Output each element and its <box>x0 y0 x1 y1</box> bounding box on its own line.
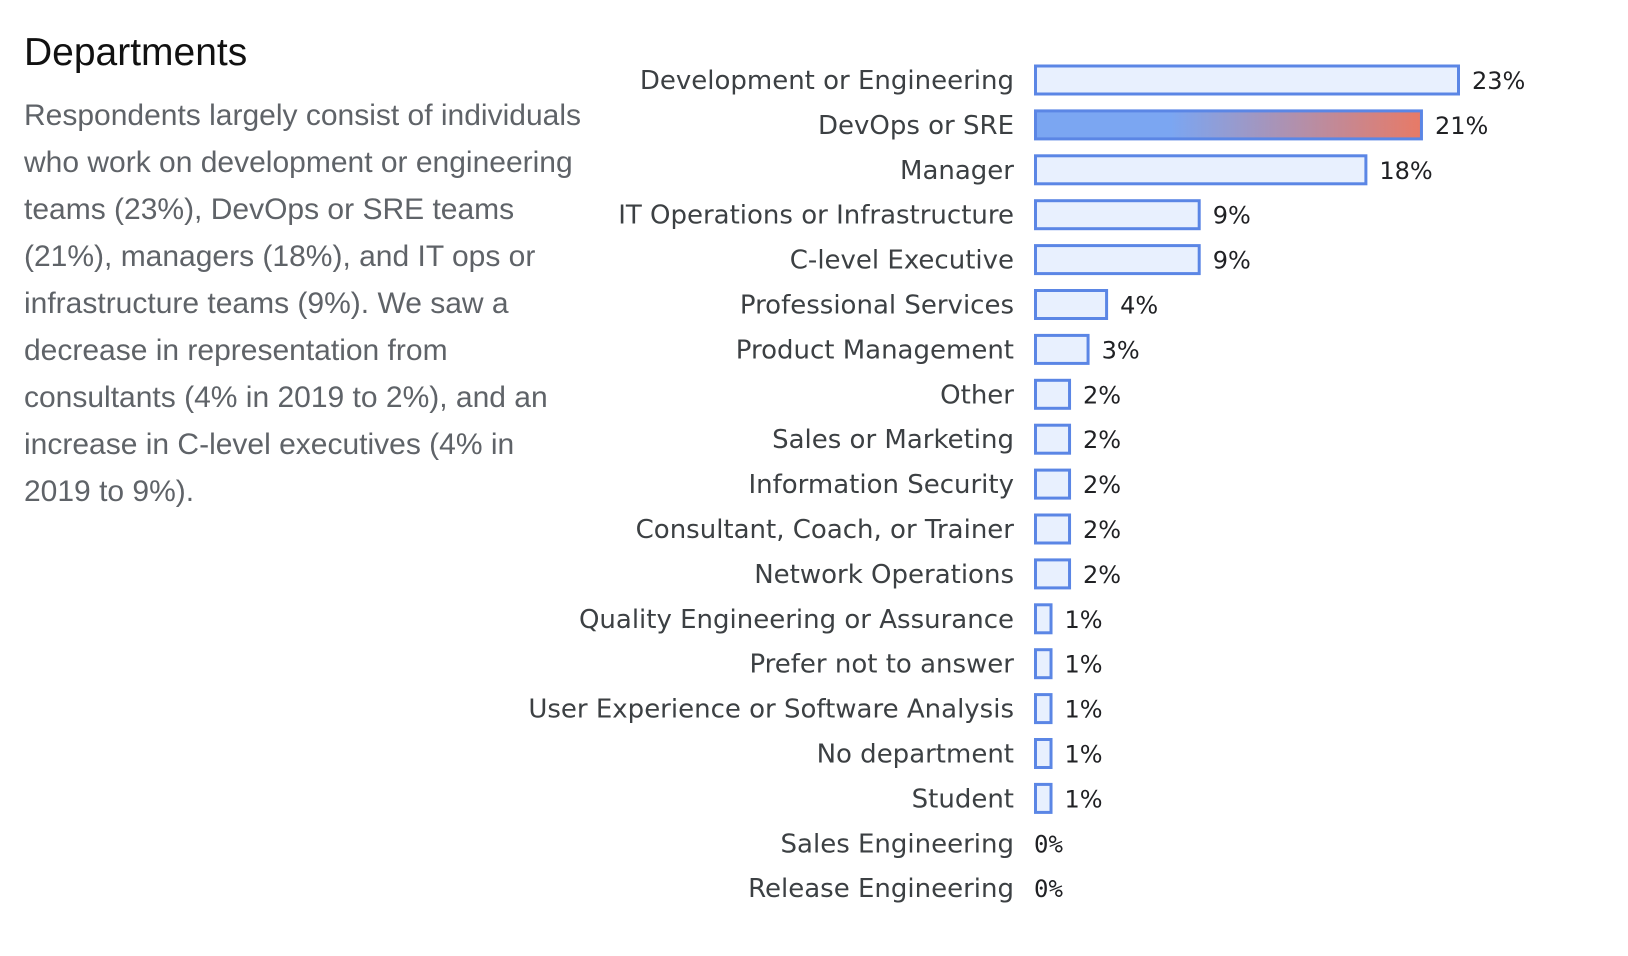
value-label: 2% <box>1083 426 1121 454</box>
bar <box>1034 289 1109 320</box>
bar <box>1034 154 1368 186</box>
value-label: 2% <box>1083 516 1121 544</box>
category-label: Professional Services <box>740 291 1014 321</box>
bar <box>1034 648 1053 680</box>
value-label: 2% <box>1083 561 1121 589</box>
bar <box>1034 513 1072 545</box>
category-label: Prefer not to answer <box>749 650 1014 680</box>
departments-bar-chart: Development or Engineering 23% DevOps or S… <box>528 60 1628 956</box>
bar <box>1034 423 1072 455</box>
category-label: Manager <box>900 156 1014 186</box>
bar <box>1034 109 1423 141</box>
value-label: 9% <box>1213 247 1251 275</box>
category-label: Student <box>912 784 1014 814</box>
value-label: 1% <box>1065 651 1103 679</box>
bar <box>1034 558 1072 590</box>
bar <box>1034 244 1201 276</box>
category-label: No department <box>817 740 1014 770</box>
section-description: Respondents largely consist of individua… <box>24 99 581 508</box>
value-label: 21% <box>1435 112 1488 140</box>
category-label: Other <box>940 380 1014 410</box>
bar <box>1034 378 1072 410</box>
category-label: Network Operations <box>754 560 1014 590</box>
category-label: Sales Engineering <box>781 829 1014 859</box>
chart-canvas: Development or Engineering 23% DevOps or S… <box>528 64 1525 904</box>
category-label: Sales or Marketing <box>772 425 1014 455</box>
bar <box>1034 64 1460 96</box>
bar <box>1034 782 1053 814</box>
value-label: 9% <box>1213 202 1251 230</box>
value-label: 1% <box>1065 741 1103 769</box>
category-label: Release Engineering <box>748 874 1014 904</box>
value-label: 2% <box>1083 471 1121 499</box>
intro-panel: Departments Respondents largely consist … <box>24 28 584 515</box>
value-label: 3% <box>1102 336 1140 364</box>
bar <box>1034 468 1072 500</box>
section-title: Departments <box>24 31 248 74</box>
category-label: C-level Executive <box>790 246 1014 276</box>
category-label: Information Security <box>748 470 1014 500</box>
value-label: 1% <box>1065 785 1103 813</box>
bar <box>1034 738 1053 769</box>
value-label: 0% <box>1034 830 1063 858</box>
value-label: 18% <box>1379 157 1432 185</box>
value-label: 23% <box>1472 67 1525 95</box>
value-label: 4% <box>1120 292 1158 320</box>
value-label: 2% <box>1083 381 1121 409</box>
bar <box>1034 333 1090 365</box>
bar <box>1034 603 1053 635</box>
category-label: Product Management <box>736 335 1014 365</box>
category-label: Consultant, Coach, or Trainer <box>636 515 1015 545</box>
category-label: Quality Engineering or Assurance <box>579 605 1014 635</box>
value-label: 1% <box>1065 696 1103 724</box>
category-label: User Experience or Software Analysis <box>528 695 1014 725</box>
bar <box>1034 693 1053 725</box>
bar <box>1034 199 1201 231</box>
category-label: IT Operations or Infrastructure <box>618 201 1014 231</box>
value-label: 0% <box>1034 875 1063 903</box>
category-label: Development or Engineering <box>640 66 1014 96</box>
category-label: DevOps or SRE <box>818 111 1014 141</box>
value-label: 1% <box>1065 606 1103 634</box>
